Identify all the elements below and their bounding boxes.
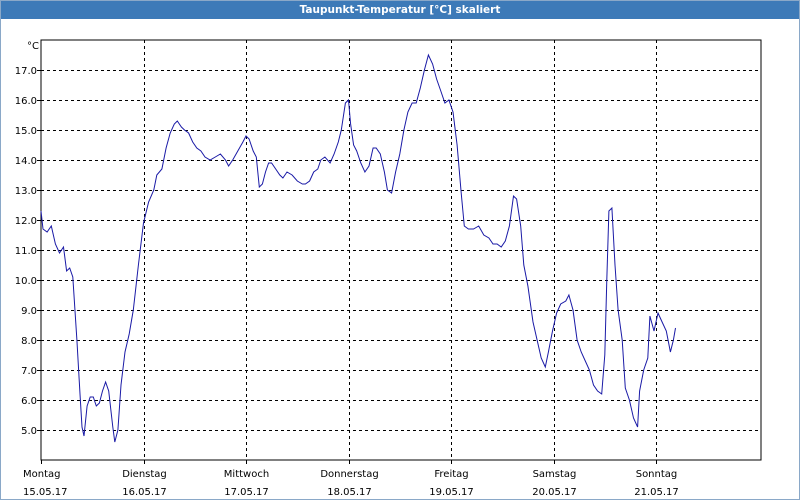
x-tick-day-label: Dienstag [122,469,167,480]
series-line-dewpoint [40,53,676,443]
y-tick-label: 10.0 [15,276,37,287]
y-tick-label: 16.0 [15,96,37,107]
x-tick-date-label: 19.05.17 [429,487,474,498]
grid-lines [41,40,761,460]
x-tick-date-label: 18.05.17 [327,487,372,498]
x-tick-day-label: Montag [23,469,60,480]
y-tick-label: 12.0 [15,216,37,227]
x-tick-day-label: Mittwoch [224,469,269,480]
x-tick-day-label: Donnerstag [320,469,378,480]
x-tick-day-label: Sonntag [636,469,678,480]
y-axis-unit-label: °C [27,41,39,52]
x-tick-date-label: 15.05.17 [23,487,68,498]
y-tick-label: 9.0 [21,306,37,317]
x-tick-date-label: 17.05.17 [224,487,269,498]
x-axis: Montag 15.05.17 Dienstag 16.05.17 Mittwoch 17… [23,460,679,498]
y-tick-label: 14.0 [15,156,37,167]
x-tick-day-label: Samstag [533,469,577,480]
x-tick-date-label: 20.05.17 [532,487,577,498]
y-tick-label: 17.0 [15,66,37,77]
x-tick-date-label: 16.05.17 [122,487,167,498]
dewpoint-chart: 5.0 6.0 7.0 8.0 9.0 10.0 11.0 12.0 13.0 14.0 15.0 1… [15,39,762,498]
y-tick-label: 7.0 [21,366,37,377]
y-tick-label: 6.0 [21,396,37,407]
y-tick-label: 8.0 [21,336,37,347]
x-tick-day-label: Freitag [434,469,468,480]
y-tick-label: 13.0 [15,186,37,197]
x-tick-date-label: 21.05.17 [634,487,679,498]
y-tick-label: 11.0 [15,246,37,257]
y-axis: 5.0 6.0 7.0 8.0 9.0 10.0 11.0 12.0 13.0 14.0 15.0 1… [15,66,41,437]
y-tick-label: 15.0 [15,126,37,137]
window-title: Taupunkt-Temperatur [°C] skaliert [1,1,799,19]
y-tick-label: 5.0 [21,426,37,437]
